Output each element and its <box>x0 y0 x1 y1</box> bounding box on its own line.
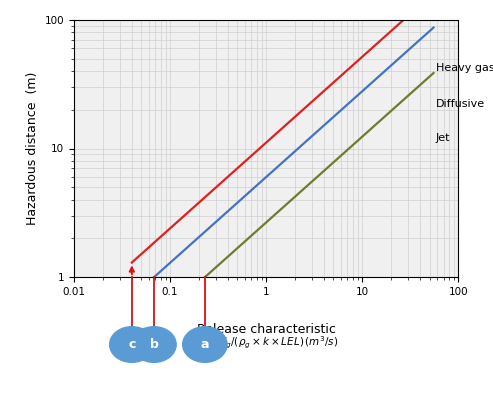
Text: Heavy gas: Heavy gas <box>436 63 493 73</box>
Text: b: b <box>149 338 158 351</box>
Y-axis label: Hazardous distance  (m): Hazardous distance (m) <box>26 72 39 225</box>
Text: c: c <box>128 338 136 351</box>
Text: Jet: Jet <box>436 133 450 143</box>
Text: $X= W_g/ (\rho_g \times k \times LEL)\,(m^3/s)$: $X= W_g/ (\rho_g \times k \times LEL)\,(… <box>195 335 338 351</box>
Text: Release characteristic: Release characteristic <box>197 323 336 336</box>
Text: Diffusive: Diffusive <box>436 99 485 109</box>
Text: a: a <box>201 338 209 351</box>
